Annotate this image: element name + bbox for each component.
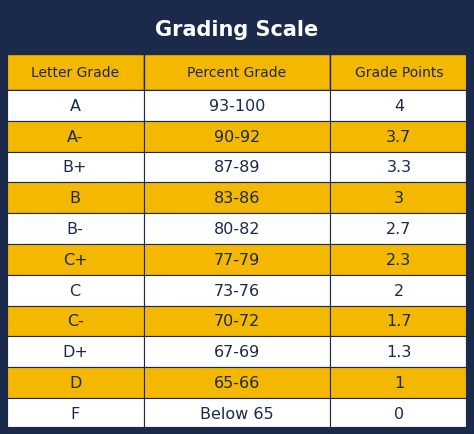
Bar [6,398,145,429]
Text: 80-82: 80-82 [214,221,260,237]
Text: 4: 4 [394,99,404,114]
Bar [329,398,468,429]
Bar [145,55,329,91]
Text: 2.7: 2.7 [386,221,411,237]
Text: 3.3: 3.3 [386,160,411,175]
Bar [329,367,468,398]
Bar [145,398,329,429]
Bar [6,152,145,183]
Text: Percent Grade: Percent Grade [187,66,287,80]
Text: 90-92: 90-92 [214,129,260,144]
Bar [329,306,468,337]
Text: 67-69: 67-69 [214,345,260,359]
Text: Below 65: Below 65 [200,406,274,421]
Text: C: C [70,283,81,298]
Bar [145,91,329,122]
Bar [329,122,468,152]
Text: 3: 3 [394,191,404,206]
Text: 2: 2 [394,283,404,298]
Text: 83-86: 83-86 [214,191,260,206]
Text: 77-79: 77-79 [214,252,260,267]
Bar [329,275,468,306]
Text: 2.3: 2.3 [386,252,411,267]
Bar [329,91,468,122]
Bar [145,337,329,367]
Text: Grading Scale: Grading Scale [155,20,319,40]
Bar [6,337,145,367]
Bar [145,244,329,275]
Text: B+: B+ [63,160,87,175]
Bar [6,306,145,337]
Text: 1.3: 1.3 [386,345,411,359]
Text: 1.7: 1.7 [386,314,411,329]
Bar [329,337,468,367]
Text: 0: 0 [394,406,404,421]
Bar [329,244,468,275]
Text: 70-72: 70-72 [214,314,260,329]
Bar [329,152,468,183]
Text: 73-76: 73-76 [214,283,260,298]
Bar [329,214,468,244]
Text: F: F [71,406,80,421]
Bar [6,367,145,398]
Text: B: B [70,191,81,206]
Bar [6,183,145,214]
Bar [6,214,145,244]
Bar [329,55,468,91]
Bar [329,183,468,214]
Text: D: D [69,375,81,390]
Bar [6,275,145,306]
Bar [6,91,145,122]
Text: A-: A- [67,129,83,144]
Bar [145,214,329,244]
Text: C+: C+ [63,252,87,267]
Bar [145,275,329,306]
Bar [145,122,329,152]
Text: 65-66: 65-66 [214,375,260,390]
Text: C-: C- [67,314,83,329]
Bar [6,55,145,91]
Text: 87-89: 87-89 [214,160,260,175]
Text: D+: D+ [62,345,88,359]
Text: Grade Points: Grade Points [355,66,443,80]
Text: 3.7: 3.7 [386,129,411,144]
Text: Letter Grade: Letter Grade [31,66,119,80]
Bar [6,5,468,55]
Bar [145,183,329,214]
Bar [6,244,145,275]
Bar [145,152,329,183]
Bar [145,367,329,398]
Text: 1: 1 [394,375,404,390]
Text: A: A [70,99,81,114]
Text: 93-100: 93-100 [209,99,265,114]
Text: B-: B- [67,221,83,237]
Bar [6,122,145,152]
Bar [145,306,329,337]
